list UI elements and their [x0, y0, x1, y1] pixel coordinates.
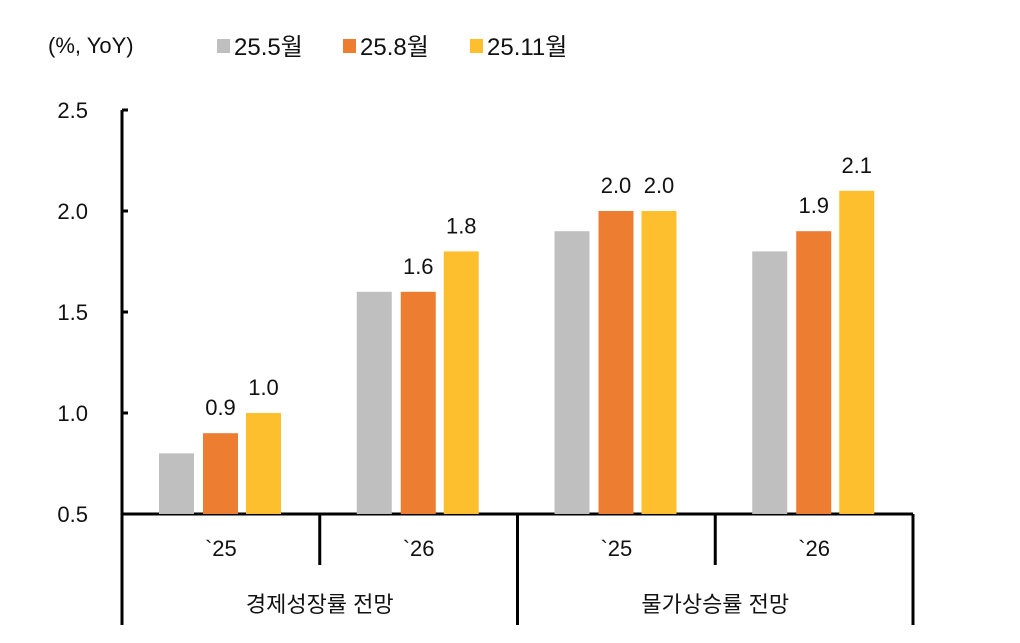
- legend-label: 25.11월: [487, 34, 567, 61]
- bar: [246, 413, 281, 514]
- bars: [159, 190, 875, 515]
- bar: [400, 291, 436, 514]
- bar: [443, 251, 479, 514]
- category-group-label: 물가상승률 전망: [641, 592, 789, 617]
- bar: [159, 453, 194, 514]
- data-label: 1.0: [248, 375, 279, 400]
- data-label: 2.0: [644, 173, 675, 198]
- y-tick-label: 2.5: [57, 98, 88, 123]
- data-label: 1.9: [798, 193, 829, 218]
- data-label: 2.1: [841, 153, 872, 178]
- x-tick-label: `26: [798, 536, 830, 561]
- data-label: 2.0: [601, 173, 632, 198]
- y-tick-label: 1.0: [57, 401, 88, 426]
- x-tick-label: `25: [600, 536, 632, 561]
- data-label: 1.6: [403, 254, 434, 279]
- bar: [752, 251, 788, 514]
- legend: 25.5월 25.8월 25.11월: [217, 34, 567, 61]
- bar: [598, 211, 634, 514]
- y-tick-label: 1.5: [57, 300, 88, 325]
- legend-swatch: [217, 39, 230, 53]
- bar: [796, 231, 832, 514]
- bar: [203, 433, 238, 514]
- data-label: 0.9: [205, 395, 236, 420]
- legend-swatch: [470, 39, 483, 53]
- legend-label: 25.5월: [234, 34, 303, 61]
- data-label: 1.8: [446, 213, 477, 238]
- bar: [839, 190, 875, 515]
- y-tick-label: 2.0: [57, 199, 88, 224]
- bar: [554, 231, 590, 514]
- legend-swatch: [343, 39, 356, 53]
- legend-label: 25.8월: [360, 34, 429, 61]
- x-tick-label: `25: [205, 536, 237, 561]
- category-group-label: 경제성장률 전망: [246, 592, 394, 617]
- bar: [356, 291, 392, 514]
- unit-label: (%, YoY): [48, 33, 134, 58]
- y-tick-label: 0.5: [57, 502, 88, 527]
- bar: [641, 211, 677, 514]
- x-tick-label: `26: [403, 536, 435, 561]
- data-labels: 0.9 1.6 2.0 1.9 1.0 1.8 2.0 2.1: [205, 153, 872, 420]
